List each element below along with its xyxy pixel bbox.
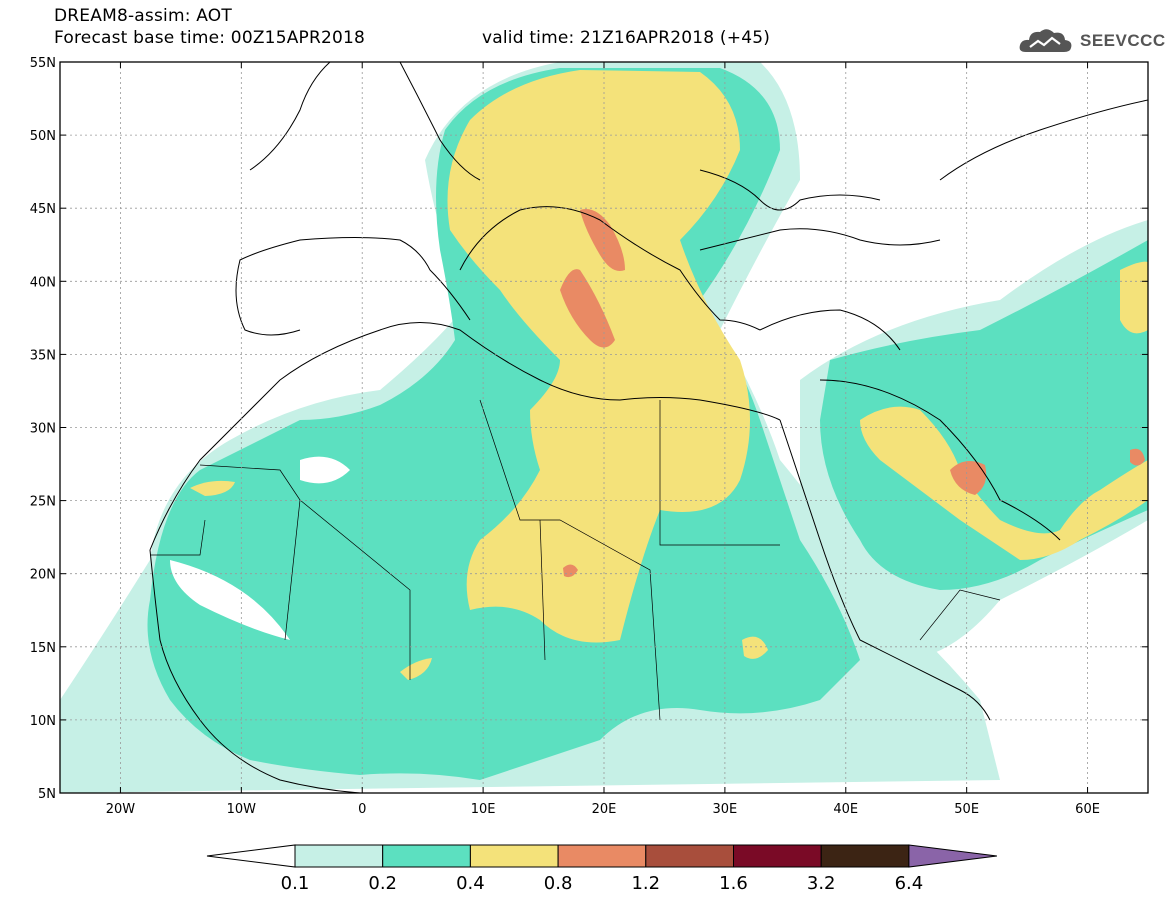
colorbar-label: 0.2 [368, 873, 398, 894]
colorbar-segment [294, 844, 384, 868]
lon-label: 30E [713, 802, 738, 817]
lat-label: 5N [38, 787, 56, 802]
graticule [60, 62, 1148, 793]
colorbar-label: 1.2 [631, 873, 661, 894]
latitude-labels: 55N 50N 45N 40N 35N 30N 25N 20N 15N 10N 5N [30, 56, 56, 802]
colorbar-segment [382, 844, 471, 868]
longitude-labels: 20W 10W 0 10E 20E 30E 40E 50E 60E [106, 802, 1100, 817]
lon-label: 50E [954, 802, 979, 817]
colorbar-label: 0.4 [456, 873, 485, 894]
colorbar-segment [557, 844, 647, 868]
lat-label: 20N [30, 568, 56, 583]
colorbar-segment [645, 844, 734, 868]
lon-label: 40E [833, 802, 858, 817]
lat-label: 45N [30, 202, 56, 217]
colorbar-label: 0.8 [543, 873, 573, 894]
forecast-base-time: Forecast base time: 00Z15APR2018 [54, 28, 366, 48]
lat-label: 15N [30, 641, 56, 656]
lat-label: 25N [30, 495, 56, 510]
cloud-icon [1019, 29, 1072, 52]
lon-label: 60E [1075, 802, 1100, 817]
colorbar [206, 844, 997, 868]
country-borders [150, 399, 1001, 721]
lon-label: 10E [471, 802, 496, 817]
colorbar-label: 0.1 [280, 873, 310, 894]
colorbar-label: 3.2 [806, 873, 836, 894]
lon-label: 20W [106, 802, 136, 817]
map-title: DREAM8-assim: AOT [54, 6, 232, 26]
lat-label: 30N [30, 422, 56, 437]
valid-time: valid time: 21Z16APR2018 (+45) [482, 28, 771, 48]
colorbar-segment [469, 844, 559, 868]
colorbar-under-arrow [206, 844, 296, 868]
colorbar-segment [820, 844, 910, 868]
lat-label: 35N [30, 348, 56, 363]
lat-label: 40N [30, 275, 56, 290]
axis-ticks [60, 61, 1148, 794]
lon-label: 0 [358, 802, 366, 817]
colorbar-label: 6.4 [894, 873, 924, 894]
lon-label: 20E [592, 802, 617, 817]
colorbar-segment [733, 844, 822, 868]
lat-label: 50N [30, 129, 56, 144]
colorbar-over-arrow [908, 844, 997, 868]
lon-label: 10W [227, 802, 257, 817]
logo-text: SEEVCCC [1080, 31, 1165, 50]
lat-label: 55N [30, 56, 56, 71]
lat-label: 10N [30, 714, 56, 729]
colorbar-label: 1.6 [719, 873, 748, 894]
seevccc-logo: SEEVCCC [1018, 26, 1165, 56]
